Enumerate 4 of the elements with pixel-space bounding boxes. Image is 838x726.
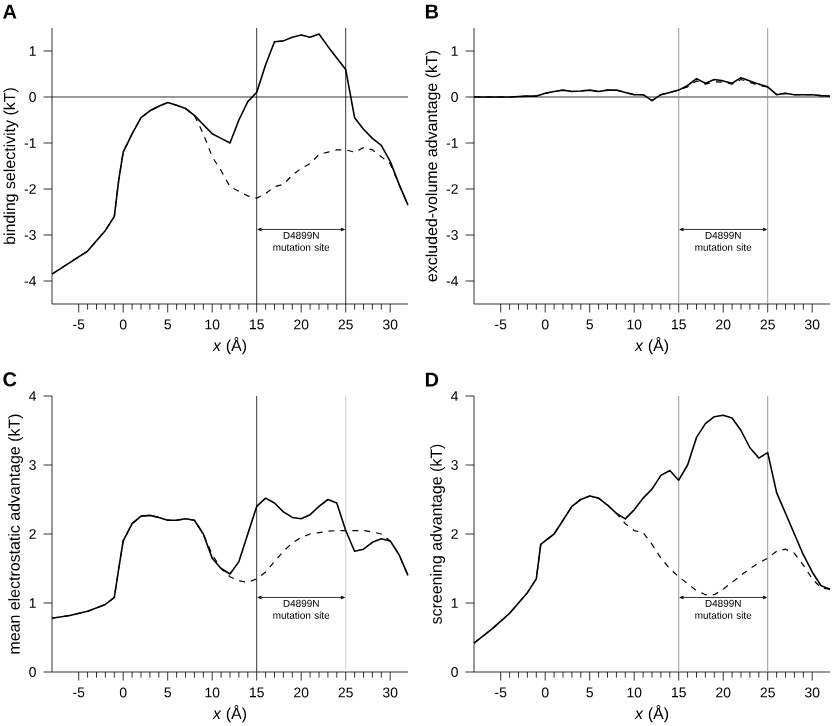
chart-title: A [3, 4, 17, 19]
chart-title: B [425, 4, 439, 19]
chart-title: D [425, 372, 439, 387]
chart-title: C [3, 372, 17, 387]
